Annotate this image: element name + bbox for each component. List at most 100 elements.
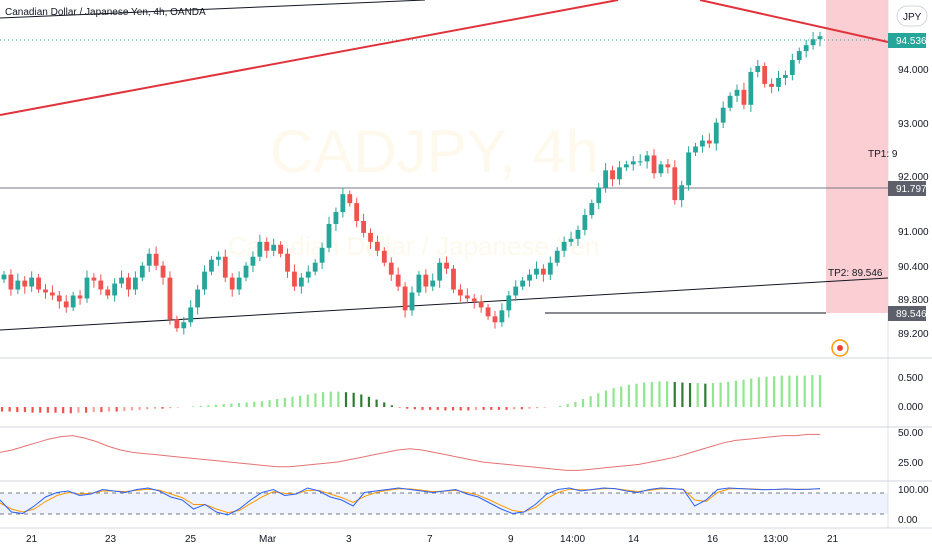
- candle-body: [98, 280, 104, 290]
- candle: [368, 228, 373, 249]
- candle: [77, 290, 83, 305]
- candle: [312, 259, 318, 276]
- descending-trendline-red[interactable]: [699, 0, 889, 43]
- candle: [105, 285, 111, 300]
- currency-badge-label: JPY: [903, 12, 922, 23]
- candle: [298, 273, 304, 294]
- candle-body: [15, 280, 21, 290]
- candle: [195, 285, 201, 315]
- candle: [167, 271, 173, 325]
- candle-body: [174, 319, 180, 329]
- candle-body: [485, 307, 491, 317]
- price-axis[interactable]: 94.000 93.000 92.000 91.000 90.400 89.80…: [898, 65, 929, 340]
- candle: [181, 316, 187, 335]
- candle-body: [623, 164, 629, 168]
- candle: [423, 269, 429, 293]
- currency-badge[interactable]: JPY: [896, 5, 928, 27]
- candle: [119, 270, 124, 289]
- candle: [568, 231, 574, 247]
- candle-body: [146, 253, 152, 266]
- candle-body: [153, 253, 159, 266]
- candle: [610, 165, 615, 187]
- candle-body: [22, 280, 28, 287]
- candle-body: [160, 265, 166, 278]
- candle-body: [340, 194, 346, 213]
- candle-body: [209, 259, 214, 272]
- candle-body: [112, 283, 118, 296]
- candle: [575, 225, 581, 247]
- candlestick-series: [1, 31, 823, 335]
- candle-body: [402, 286, 408, 311]
- candle-body: [29, 277, 35, 287]
- price-tick: 90.400: [898, 262, 929, 273]
- candle: [540, 264, 546, 282]
- candle-body: [796, 51, 802, 61]
- candle: [22, 276, 28, 294]
- candle: [623, 160, 629, 171]
- stoch-k-line: [0, 487, 821, 516]
- upper-trendline-black[interactable]: [0, 0, 426, 19]
- time-tick: 16: [707, 534, 719, 545]
- candle: [188, 300, 194, 327]
- stoch-tick: 0.00: [898, 515, 918, 526]
- candle: [637, 154, 643, 166]
- candle: [444, 256, 449, 275]
- upper-trendline-red[interactable]: [0, 0, 619, 116]
- candle-body: [610, 170, 615, 180]
- candle: [603, 163, 609, 193]
- time-tick: 3: [346, 534, 352, 545]
- candle-body: [734, 89, 740, 96]
- candle-body: [430, 280, 436, 287]
- candle-body: [91, 277, 97, 281]
- candle: [1, 271, 7, 283]
- candle: [665, 158, 671, 174]
- candle-body: [195, 289, 201, 308]
- candle-body: [665, 164, 671, 168]
- current-price-badge: 94.536: [888, 33, 927, 48]
- candle-body: [720, 107, 726, 123]
- candle: [727, 92, 733, 112]
- time-axis[interactable]: 21 23 25 Mar 3 7 9 14:00 14 16 13:00 21: [26, 534, 839, 545]
- candle: [720, 101, 726, 129]
- candle: [139, 262, 145, 282]
- candle-body: [437, 262, 443, 281]
- candle-body: [637, 161, 643, 163]
- candle: [250, 251, 256, 272]
- candle-body: [36, 277, 41, 290]
- candle-body: [540, 268, 546, 275]
- candle-body: [236, 277, 242, 290]
- candle: [361, 213, 366, 238]
- candle-body: [416, 274, 422, 293]
- candle-body: [547, 262, 553, 275]
- candle-body: [617, 167, 622, 180]
- alert-clock-icon[interactable]: [831, 339, 849, 357]
- price-scale-background: [888, 0, 932, 550]
- candle: [499, 303, 505, 327]
- candle: [416, 271, 422, 297]
- candle-body: [575, 229, 581, 239]
- candle-body: [789, 60, 795, 75]
- candle-body: [471, 298, 477, 302]
- candle-body: [658, 164, 664, 174]
- candle: [375, 235, 380, 257]
- candle-body: [672, 167, 678, 201]
- lower-trendline-black[interactable]: [0, 277, 889, 331]
- candle: [644, 150, 650, 169]
- candle-body: [347, 194, 353, 204]
- tp1-label: TP1: 9: [868, 149, 898, 160]
- candle-body: [292, 271, 297, 287]
- tp2-label: TP2: 89.546: [828, 268, 883, 279]
- candle-body: [582, 215, 588, 230]
- candle: [582, 208, 588, 236]
- candle-body: [285, 253, 290, 272]
- candle-body: [333, 212, 339, 224]
- candle: [769, 78, 774, 94]
- rsi-tick: 50.00: [898, 428, 923, 439]
- candle: [278, 241, 284, 258]
- candle-body: [706, 140, 712, 144]
- candle-body: [568, 238, 574, 242]
- candle-body: [181, 322, 187, 329]
- time-tick: 14: [628, 534, 640, 545]
- candle-body: [43, 289, 48, 293]
